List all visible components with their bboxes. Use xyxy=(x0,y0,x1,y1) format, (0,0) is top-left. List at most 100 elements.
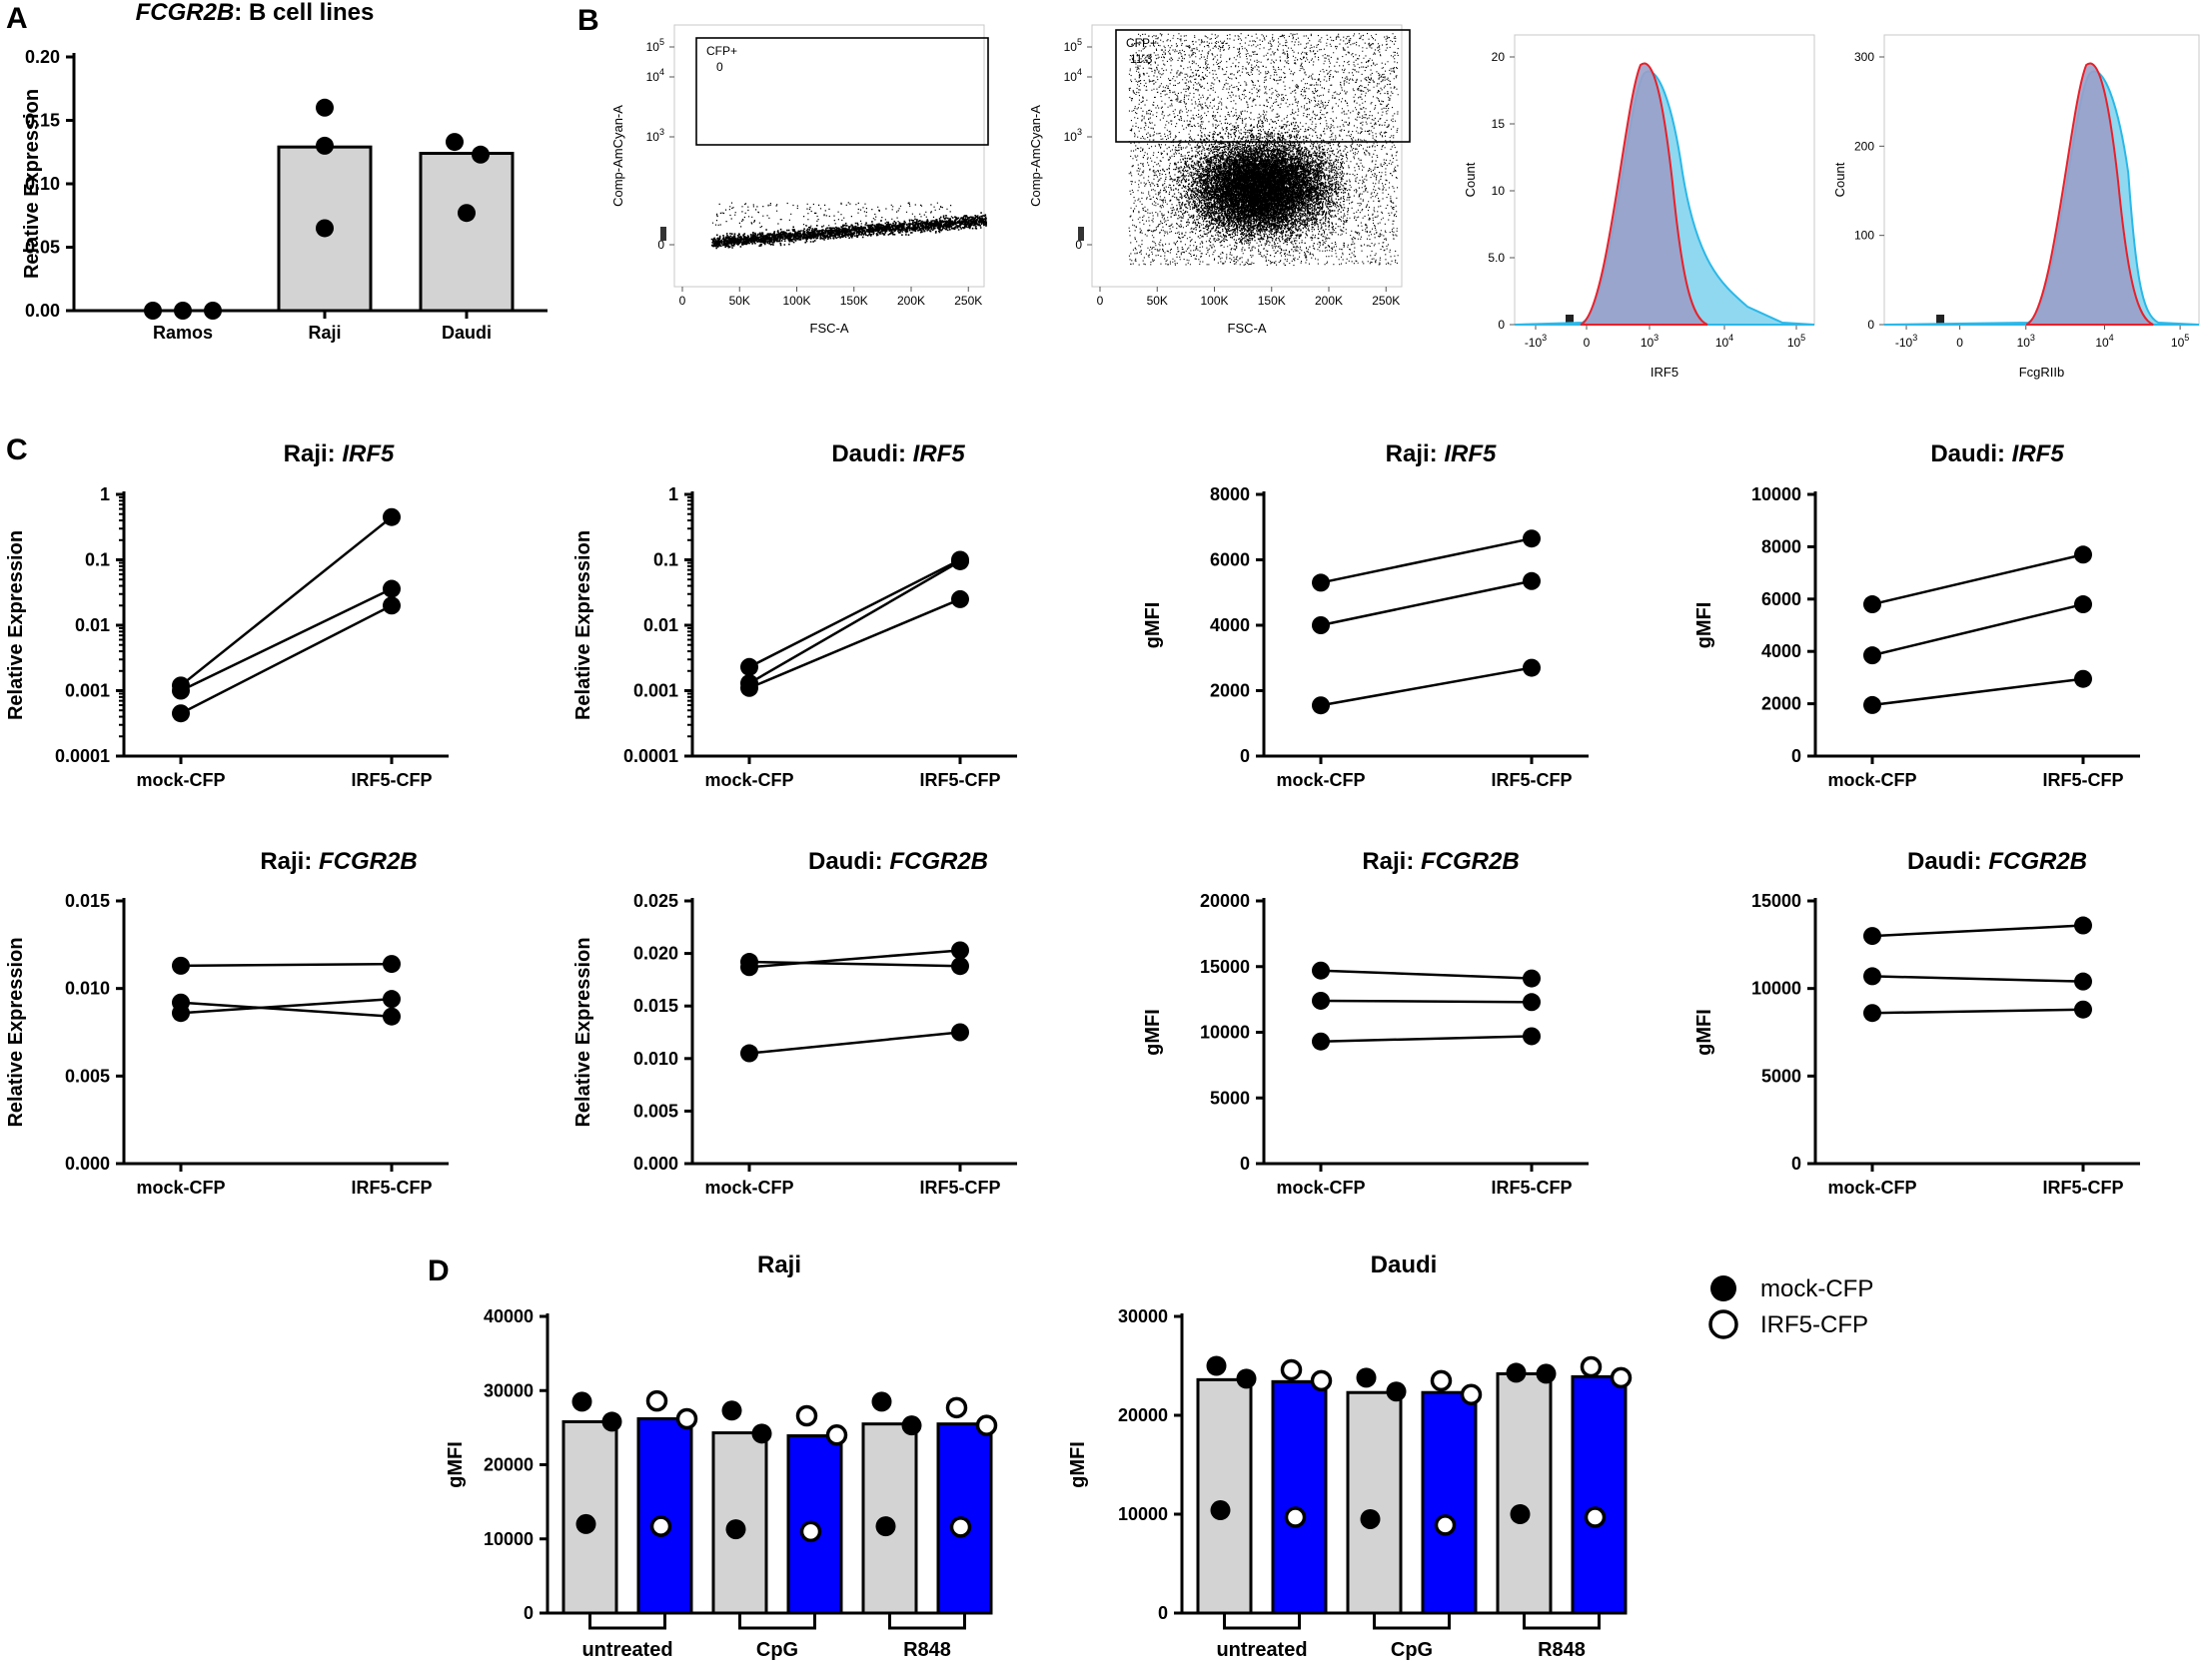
x-tick-base: 10 xyxy=(2171,336,2185,350)
legend-irf5-label: IRF5-CFP xyxy=(1760,1311,1868,1338)
bar xyxy=(419,152,515,313)
y-tick-label: 103 xyxy=(646,127,664,144)
y-tick-label: 0.00 xyxy=(25,301,60,321)
x-tick-label: 0 xyxy=(679,294,686,308)
legend-irf5-marker xyxy=(1708,1309,1738,1339)
data-point-irf5 xyxy=(645,1389,668,1412)
series-line xyxy=(748,558,961,668)
chart-title-italic: FCGR2B xyxy=(319,848,418,875)
y-tick-label: 0 xyxy=(1240,746,1250,766)
chart-daudi-irf5-expression: Daudi: IRF5 0.0001 0.001 0.01 0.1 1 Relative E… xyxy=(572,440,1017,790)
y-tick-base: 0 xyxy=(657,238,664,252)
y-tick-label: 300 xyxy=(1854,50,1874,64)
axis-rug xyxy=(1936,315,1945,325)
x-tick-label: 0 xyxy=(1097,294,1104,308)
data-point xyxy=(204,302,222,320)
y-axis-label: Comp-AmCyan-A xyxy=(1028,105,1043,207)
group-bracket xyxy=(888,1613,966,1630)
data-point xyxy=(1863,595,1881,614)
data-point-mock xyxy=(1360,1508,1381,1529)
panel-letter-a: A xyxy=(6,2,28,35)
x-tick-label: mock-CFP xyxy=(1827,770,1916,790)
chart-daudi-fcgr2b-expression: Daudi: FCGR2B 0.000 0.005 0.010 0.015 0.020 0.… xyxy=(572,848,1017,1198)
x-tick-exponent: 5 xyxy=(1800,333,1805,343)
chart-raji-irf5-gmfi: Raji: IRF5 0 2000 4000 6000 8000 gMFI mock-CFP I… xyxy=(1142,440,1589,790)
data-point-mock xyxy=(871,1391,892,1412)
axis-rug xyxy=(1566,315,1574,325)
plot-frame xyxy=(1883,34,2200,326)
data-point-irf5 xyxy=(945,1396,968,1419)
x-tick-label: 103 xyxy=(2017,333,2035,350)
data-point xyxy=(951,957,969,976)
x-tick-label: mock-CFP xyxy=(1276,770,1365,790)
bar-irf5 xyxy=(1271,1379,1328,1615)
series-line xyxy=(180,515,393,687)
x-tick-exponent: 4 xyxy=(1728,333,1733,343)
x-tick-label: 103 xyxy=(1641,333,1659,350)
y-tick-label: 6000 xyxy=(1210,550,1250,570)
data-point xyxy=(316,219,334,238)
y-tick-label: 0 xyxy=(1791,746,1801,766)
series-line xyxy=(748,559,961,685)
y-tick-label: 0.015 xyxy=(65,891,110,911)
y-tick-label: 0 xyxy=(657,238,664,252)
data-point xyxy=(144,302,162,320)
series-line xyxy=(748,597,961,689)
y-tick-label: 10000 xyxy=(1751,979,1801,999)
x-axis-label: IRF5 xyxy=(1651,365,1678,380)
x-tick-label: 104 xyxy=(1715,333,1733,350)
chart-title: Raji: IRF5 xyxy=(284,440,395,467)
y-tick-label: 0.000 xyxy=(65,1154,110,1174)
x-tick-base: -10 xyxy=(1525,336,1543,350)
y-tick-label: 10000 xyxy=(484,1529,534,1549)
y-tick-label: 200 xyxy=(1854,139,1874,153)
data-point-irf5 xyxy=(649,1515,672,1537)
series-line xyxy=(180,962,393,968)
plot-frame xyxy=(673,24,985,288)
bar-irf5 xyxy=(1421,1390,1478,1615)
y-tick-label: 105 xyxy=(646,37,664,54)
group-label: untreated xyxy=(1216,1639,1307,1661)
data-point-irf5 xyxy=(1580,1355,1603,1378)
data-point-irf5 xyxy=(949,1516,972,1538)
data-point-mock xyxy=(1236,1368,1257,1389)
data-point xyxy=(2074,669,2092,688)
data-point xyxy=(2074,545,2092,564)
y-tick-base: 10 xyxy=(646,40,660,54)
x-tick-label: 150K xyxy=(1258,294,1286,308)
data-point xyxy=(383,579,401,598)
series-line xyxy=(1871,975,2084,983)
chart-title-plain: Raji: xyxy=(1362,848,1421,875)
data-point-mock xyxy=(1510,1504,1531,1524)
event-dots xyxy=(1128,33,1399,267)
y-axis-label: gMFI xyxy=(1693,602,1715,649)
data-point xyxy=(1523,658,1541,677)
gate xyxy=(695,37,989,146)
series-line xyxy=(1871,553,2084,606)
data-point xyxy=(172,956,190,975)
y-tick-label: 105 xyxy=(1064,37,1082,54)
chart-daudi-stimulation: Daudi 0 10000 20000 30000 gMFI untreated CpG R84… xyxy=(1067,1251,1633,1661)
y-axis-label: Comp-AmCyan-A xyxy=(610,105,625,207)
x-tick-label: 0 xyxy=(1956,336,1963,350)
chart-title-plain: Raji: xyxy=(1386,440,1445,467)
x-tick-label: 200K xyxy=(1315,294,1343,308)
data-point-irf5 xyxy=(1280,1358,1303,1381)
y-tick-label: 0.010 xyxy=(633,1049,678,1069)
x-tick-exponent: 4 xyxy=(2109,333,2114,343)
y-tick-label: 1 xyxy=(100,484,110,504)
chart-title-italic: IRF5 xyxy=(2012,440,2065,467)
x-tick-label: Daudi xyxy=(442,323,492,343)
data-point xyxy=(383,1007,401,1026)
y-tick-label: 0.01 xyxy=(643,615,678,635)
data-point xyxy=(1312,1032,1330,1051)
y-axis-label: Relative Expression xyxy=(5,530,27,720)
chart-title-plain: Daudi: xyxy=(808,848,889,875)
data-point-irf5 xyxy=(1310,1369,1333,1392)
y-tick-base: 0 xyxy=(1075,238,1082,252)
x-tick-exponent: 3 xyxy=(1542,333,1547,343)
y-tick-label: 0 xyxy=(1075,238,1082,252)
x-tick-label: mock-CFP xyxy=(1827,1178,1916,1198)
axis-rug xyxy=(1078,227,1084,241)
series-line xyxy=(1871,677,2084,707)
